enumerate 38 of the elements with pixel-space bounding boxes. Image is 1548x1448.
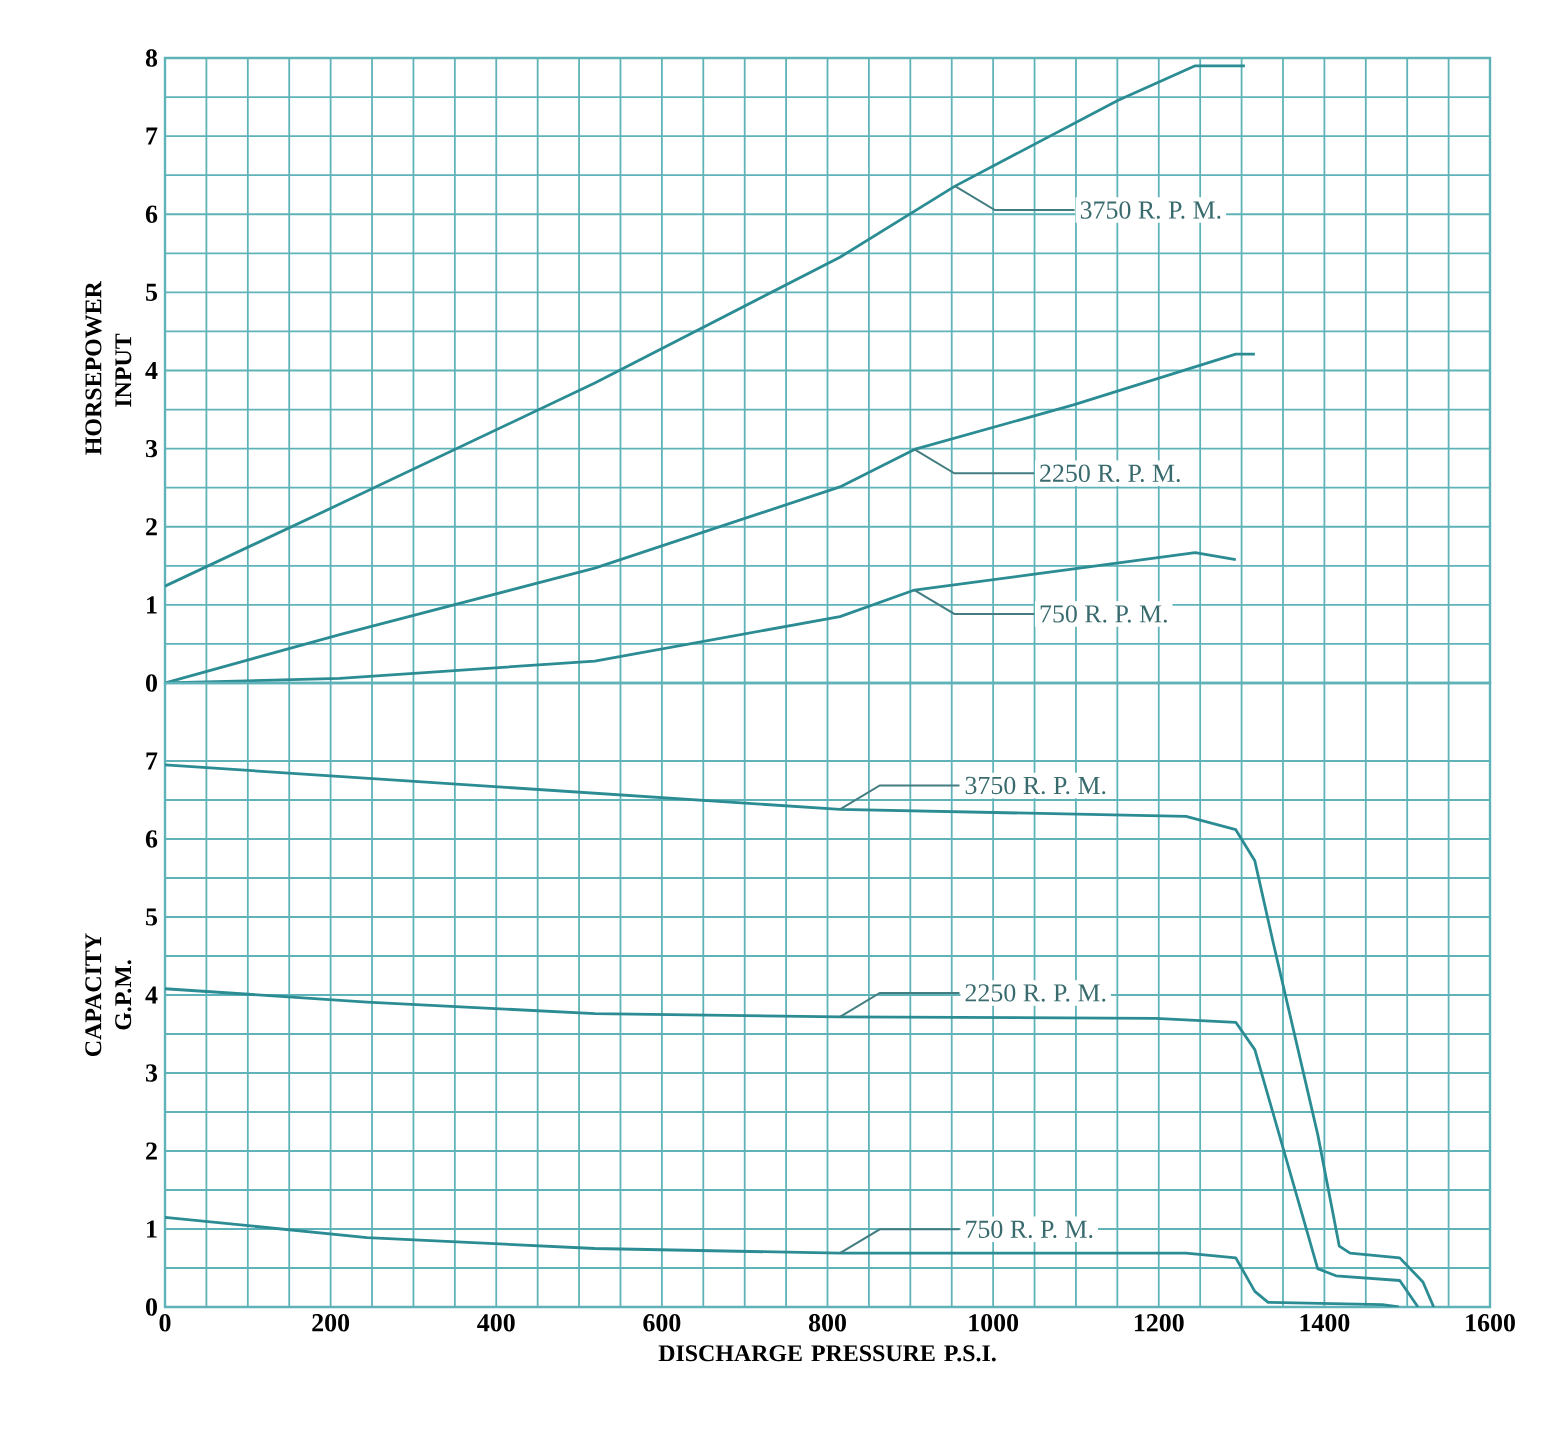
y-tick-label: 0 xyxy=(146,1298,157,1316)
line-series xyxy=(165,1215,1401,1307)
y-tick-label: 2 xyxy=(146,1142,157,1160)
annotation: 750 R. P. M. xyxy=(1040,605,1167,623)
line-series xyxy=(165,64,1247,588)
y-tick-label: 7 xyxy=(146,127,158,145)
annotation: 750 R. P. M. xyxy=(966,1220,1093,1239)
x-tick-label: 0 xyxy=(159,1314,171,1332)
x-tick-label: 800 xyxy=(808,1314,846,1332)
y-tick-label: 7 xyxy=(146,752,158,770)
y-tick-label: 6 xyxy=(145,205,158,223)
y-tick-label: 0 xyxy=(146,674,157,692)
y-tick-label: 1 xyxy=(147,1220,157,1238)
y-tick-label: 6 xyxy=(145,830,158,848)
annotation: 2250 R. P. M. xyxy=(965,984,1106,1002)
y-axis-title: CAPACITY G.P.M. xyxy=(85,933,132,1057)
x-tick-label: 200 xyxy=(312,1314,350,1332)
y-tick-label: 3 xyxy=(145,439,158,458)
x-tick-label: 400 xyxy=(477,1314,515,1332)
y-tick-label: 8 xyxy=(145,49,158,67)
y-tick-label: 3 xyxy=(145,1064,158,1082)
x-tick-label: 1200 xyxy=(1134,1314,1184,1332)
line-series xyxy=(165,763,1436,1307)
annotation: 3750 R. P. M. xyxy=(1080,201,1221,219)
y-tick-label: 5 xyxy=(146,908,158,926)
x-tick-label: 1600 xyxy=(1466,1314,1515,1332)
y-axis-title: HORSEPOWER INPUT xyxy=(85,280,132,455)
x-tick-label: 1400 xyxy=(1300,1314,1350,1332)
x-axis-title: DISCHARGE PRESSURE P.S.I. xyxy=(658,1345,996,1362)
y-tick-label: 1 xyxy=(147,596,157,614)
x-tick-label: 1000 xyxy=(969,1314,1019,1332)
annotation: 3750 R. P. M. xyxy=(965,776,1106,795)
annotation: 2250 R. P. M. xyxy=(1040,464,1180,483)
y-tick-label: 4 xyxy=(145,361,158,380)
y-tick-label: 4 xyxy=(145,986,158,1004)
y-tick-label: 2 xyxy=(146,518,157,536)
y-tick-label: 5 xyxy=(146,283,158,301)
x-tick-label: 600 xyxy=(643,1314,681,1332)
